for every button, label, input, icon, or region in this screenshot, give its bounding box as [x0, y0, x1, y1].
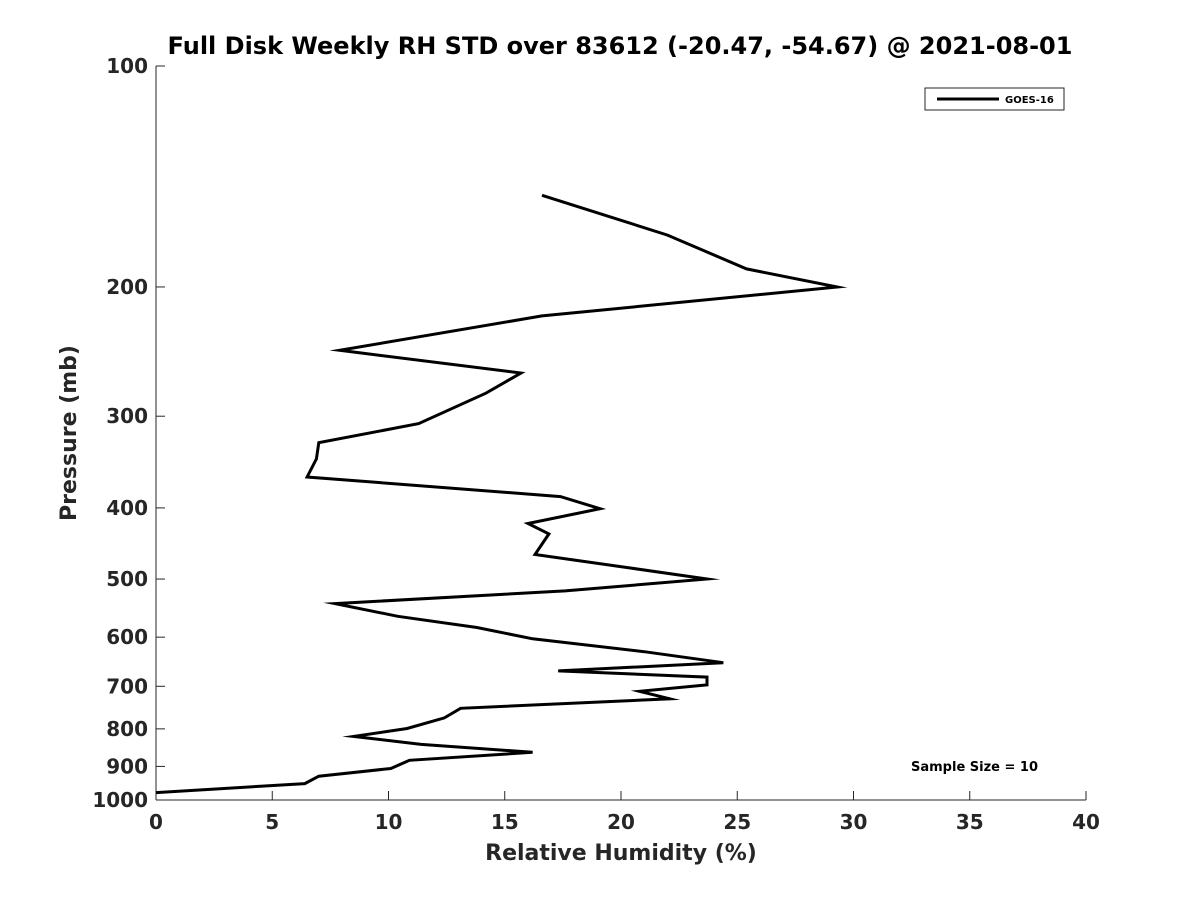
y-tick-label: 200 [106, 275, 148, 299]
x-tick-label: 25 [723, 810, 751, 834]
plot-area: 0 5 10 15 20 25 30 35 40 100 200 300 400 500 600 700 80… [92, 54, 1100, 834]
x-tick-label: 10 [375, 810, 403, 834]
x-tick-label: 20 [607, 810, 635, 834]
x-tick-label: 15 [491, 810, 519, 834]
y-tick-label: 500 [106, 567, 148, 591]
y-tick-label: 700 [106, 674, 148, 698]
legend-label-goes16: GOES-16 [1005, 95, 1054, 106]
y-tick-label: 400 [106, 496, 148, 520]
chart-title: Full Disk Weekly RH STD over 83612 (-20.… [168, 32, 1073, 60]
series-group [155, 193, 848, 795]
y-tick-label: 800 [106, 717, 148, 741]
x-ticks: 0 5 10 15 20 25 30 35 40 [149, 791, 1100, 834]
x-tick-label: 30 [840, 810, 868, 834]
y-tick-label: 300 [106, 404, 148, 428]
y-axis-label: Pressure (mb) [57, 345, 82, 521]
series-line-goes-16 [155, 193, 848, 795]
y-tick-label: 1000 [92, 788, 148, 812]
x-tick-label: 40 [1072, 810, 1100, 834]
x-tick-label: 5 [265, 810, 279, 834]
legend: GOES-16 [924, 87, 1065, 111]
y-tick-label: 100 [106, 54, 148, 78]
y-tick-label: 600 [106, 625, 148, 649]
x-tick-label: 35 [956, 810, 984, 834]
sample-size-annotation: Sample Size = 10 [911, 760, 1038, 775]
x-axis-label: Relative Humidity (%) [485, 841, 757, 866]
y-ticks: 100 200 300 400 500 600 700 800 900 1000 [92, 54, 165, 812]
x-tick-label: 0 [149, 810, 163, 834]
y-tick-label: 900 [106, 754, 148, 778]
